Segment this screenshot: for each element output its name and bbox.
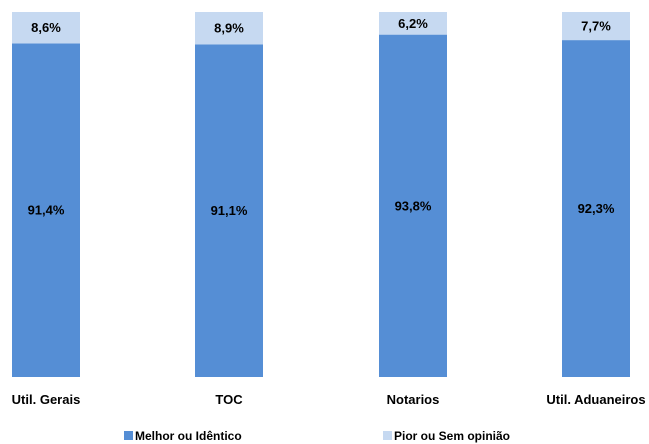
bar-pior-3 (562, 12, 630, 41)
data-label-melhor-3: 92,3% (578, 201, 615, 216)
bar-melhor-1 (195, 44, 263, 378)
x-tick-label-1: TOC (215, 392, 243, 407)
bars-layer: 91,4% 8,6% 91,1% 8,9% 93,8% 6,2% 92,3% 7,7% (12, 12, 630, 378)
bar-pior-1 (195, 12, 263, 45)
data-label-melhor-0: 91,4% (28, 203, 65, 218)
data-label-melhor-2: 93,8% (395, 198, 432, 213)
bar-pior-0 (12, 12, 80, 44)
legend-swatch-1 (383, 431, 392, 440)
bar-melhor-0 (12, 43, 80, 377)
bar-pior-2 (379, 12, 447, 35)
legend-swatch-0 (124, 431, 133, 440)
x-tick-label-3: Util. Aduaneiros (546, 392, 645, 407)
data-label-pior-3: 7,7% (581, 19, 611, 34)
x-tick-label-0: Util. Gerais (12, 392, 81, 407)
legend-label-0: Melhor ou Idêntico (135, 429, 242, 443)
x-axis-labels: Util. Gerais TOC Notarios Util. Aduaneiros (12, 392, 646, 407)
data-label-melhor-1: 91,1% (211, 203, 248, 218)
data-label-pior-2: 6,2% (398, 16, 428, 31)
data-label-pior-1: 8,9% (214, 21, 244, 36)
x-tick-label-2: Notarios (387, 392, 440, 407)
data-label-pior-0: 8,6% (31, 20, 61, 35)
legend-label-1: Pior ou Sem opinião (394, 429, 510, 443)
legend: Melhor ou Idêntico Pior ou Sem opinião (124, 429, 510, 443)
bar-melhor-3 (562, 40, 630, 377)
bar-melhor-2 (379, 34, 447, 377)
